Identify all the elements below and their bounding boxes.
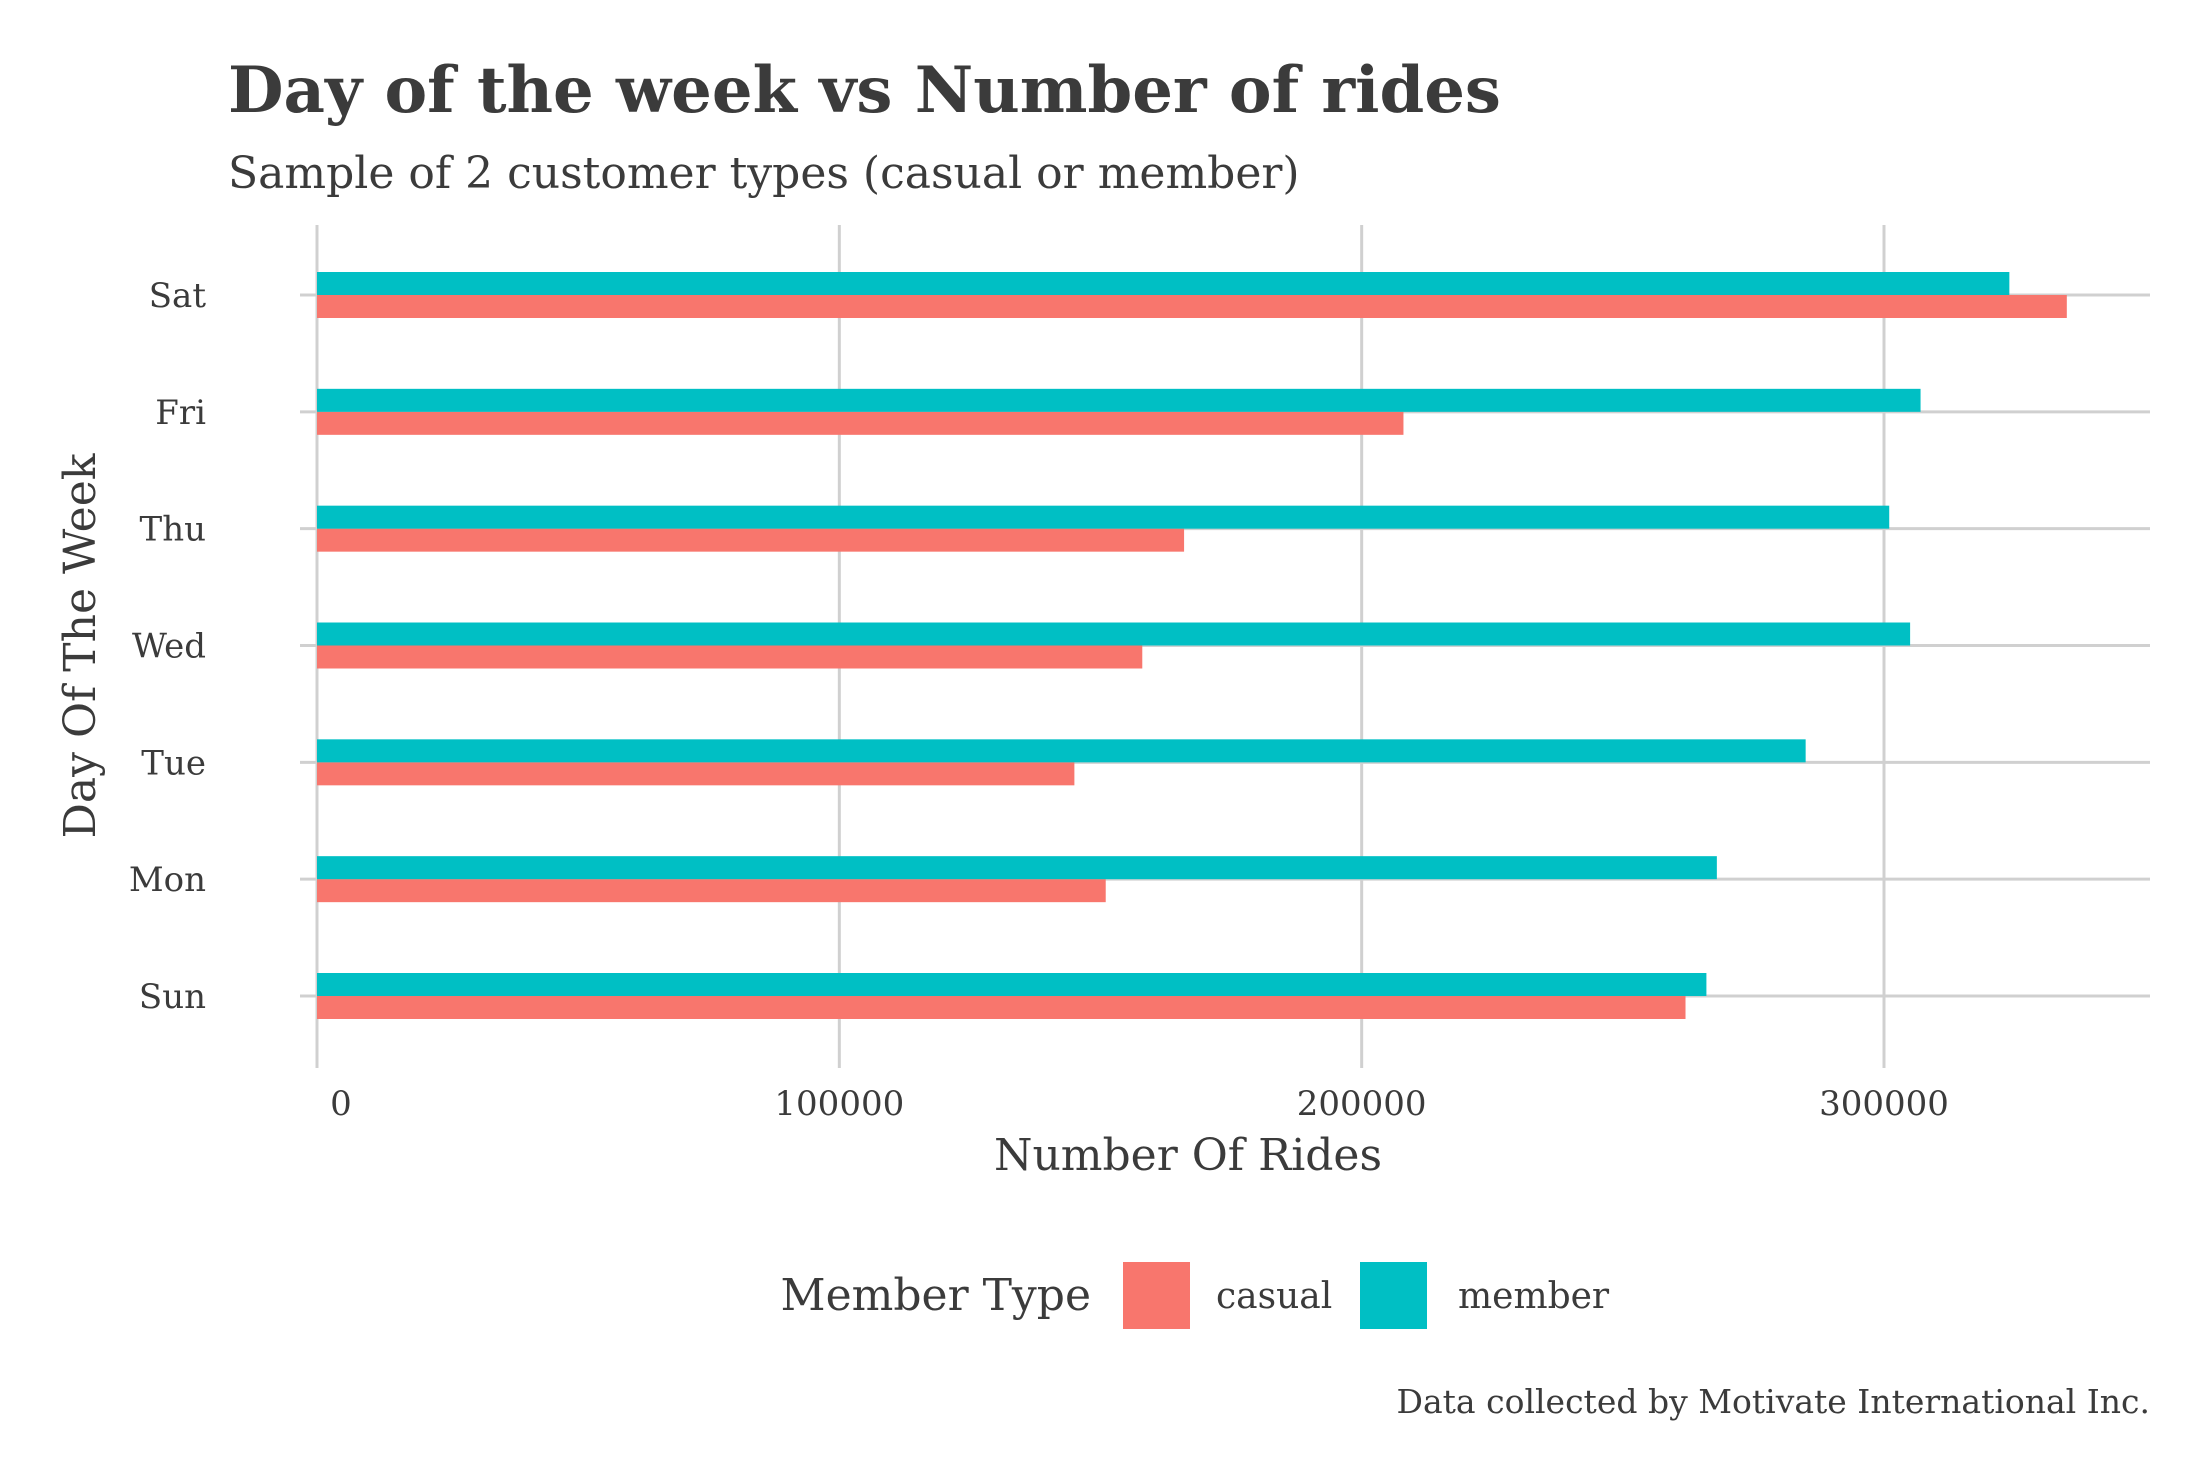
legend: Member Type casual member [781, 1262, 1610, 1329]
y-tick-label: Tue [141, 743, 206, 783]
x-tick-label: 200000 [1297, 1084, 1427, 1124]
y-tick-label: Wed [132, 627, 206, 667]
x-tick-label: 300000 [1819, 1084, 1949, 1124]
chart-title: Day of the week vs Number of rides [228, 53, 1501, 128]
y-tick-label: Thu [140, 510, 206, 550]
bar-casual-sat [317, 295, 2067, 318]
bar-member-tue [317, 739, 1806, 763]
bar-member-fri [317, 388, 1921, 412]
legend-label-casual: casual [1216, 1276, 1332, 1317]
y-axis-title: Day Of The Week [55, 453, 106, 838]
legend-swatch-casual [1123, 1262, 1190, 1329]
y-tick-label: Sun [139, 977, 206, 1017]
bar-member-thu [317, 505, 1890, 529]
legend-title: Member Type [781, 1270, 1091, 1321]
bar-casual-fri [317, 411, 1404, 435]
x-tick-label: 0 [330, 1084, 352, 1124]
x-tick-label: 100000 [774, 1084, 904, 1124]
legend-swatch-member [1360, 1262, 1427, 1329]
chart-subtitle: Sample of 2 customer types (casual or me… [228, 148, 1300, 199]
bar-member-sun [317, 973, 1707, 996]
bar-casual-tue [317, 762, 1075, 786]
bars [317, 272, 2067, 1019]
bar-casual-sun [317, 996, 1686, 1019]
bar-casual-wed [317, 645, 1143, 669]
bar-member-sat [317, 272, 2010, 295]
y-axis-tick-labels: Sun Mon Tue Wed Thu Fri Sat [129, 276, 207, 1017]
bar-member-mon [317, 856, 1717, 880]
bar-member-wed [317, 622, 1911, 646]
bar-casual-mon [317, 879, 1106, 903]
x-axis-title: Number Of Rides [994, 1130, 1382, 1181]
y-tick-label: Mon [129, 860, 206, 900]
x-axis-tick-labels: 0 100000 200000 300000 [330, 1084, 1949, 1124]
chart-caption: Data collected by Motivate International… [1397, 1382, 2150, 1421]
bar-casual-thu [317, 528, 1185, 552]
y-tick-label: Fri [155, 393, 206, 433]
y-tick-label: Sat [149, 276, 207, 316]
legend-label-member: member [1458, 1276, 1610, 1317]
